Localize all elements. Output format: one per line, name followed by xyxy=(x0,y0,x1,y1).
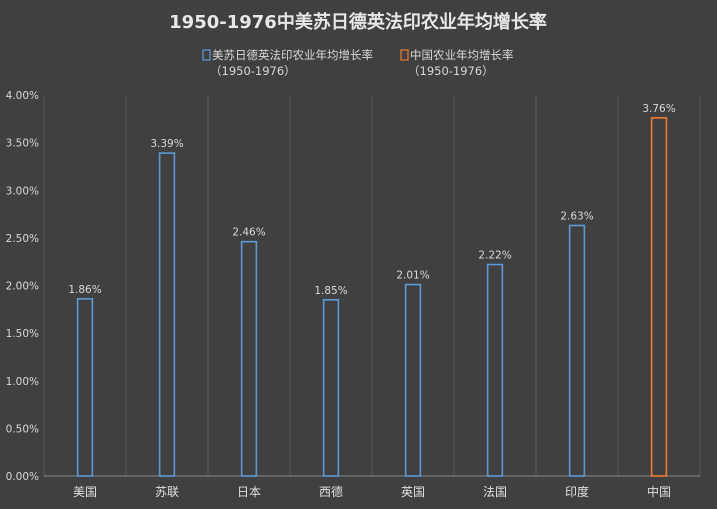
data-label: 2.01% xyxy=(396,270,429,282)
y-tick-label: 3.50% xyxy=(6,138,39,150)
legend-label-series-1: 美苏日德英法印农业年均增长率 xyxy=(212,48,373,62)
bar xyxy=(404,283,422,477)
bar xyxy=(240,240,258,477)
x-tick-label: 英国 xyxy=(401,485,425,499)
legend-swatch-series-1 xyxy=(202,49,211,61)
legend-sublabel-series-2: （1950-1976） xyxy=(408,64,494,78)
data-label: 1.85% xyxy=(314,285,347,297)
x-tick-label: 西德 xyxy=(319,484,343,499)
x-tick-label: 苏联 xyxy=(155,485,179,499)
data-label: 3.39% xyxy=(150,138,183,150)
bar xyxy=(568,224,586,477)
bar xyxy=(158,152,176,477)
x-axis: 美国 苏联 日本 西德 英国 法国 印度 中国 xyxy=(73,484,671,499)
x-tick-label: 美国 xyxy=(73,485,97,499)
x-tick-label: 中国 xyxy=(647,484,671,499)
data-label: 2.46% xyxy=(232,227,265,239)
x-tick-label: 日本 xyxy=(237,485,261,499)
y-tick-label: 1.50% xyxy=(6,328,39,340)
y-tick-label: 4.00% xyxy=(6,90,39,102)
bar xyxy=(486,263,504,477)
grid-lines xyxy=(43,95,701,477)
chart-title: 1950-1976中美苏日德英法印农业年均增长率 xyxy=(169,11,547,33)
data-labels: 1.86% 3.39% 2.46% 1.85% 2.01% 2.22% 2.63% 3.76% xyxy=(68,103,675,297)
y-tick-label: 0.50% xyxy=(6,423,39,435)
y-tick-label: 2.50% xyxy=(6,233,39,245)
bar xyxy=(76,298,94,477)
legend-label-series-2: 中国农业年均增长率 xyxy=(410,48,514,62)
data-label: 3.76% xyxy=(642,103,675,115)
data-label: 2.22% xyxy=(478,250,511,262)
y-tick-label: 3.00% xyxy=(6,185,39,197)
bars xyxy=(76,117,668,477)
bar xyxy=(650,117,668,477)
y-tick-label: 0.00% xyxy=(6,471,39,483)
legend: 美苏日德英法印农业年均增长率 （1950-1976） 中国农业年均增长率 （19… xyxy=(202,48,514,78)
bar xyxy=(322,298,340,477)
data-label: 1.86% xyxy=(68,284,101,296)
y-axis: 0.00% 0.50% 1.00% 1.50% 2.00% 2.50% 3.00% 3.50%… xyxy=(6,90,39,483)
y-tick-label: 2.00% xyxy=(6,281,39,293)
data-label: 2.63% xyxy=(560,210,593,222)
y-tick-label: 1.00% xyxy=(6,376,39,388)
legend-swatch-series-2 xyxy=(400,49,409,61)
x-tick-label: 法国 xyxy=(483,485,507,499)
legend-sublabel-series-1: （1950-1976） xyxy=(210,64,296,78)
x-tick-label: 印度 xyxy=(565,484,589,499)
